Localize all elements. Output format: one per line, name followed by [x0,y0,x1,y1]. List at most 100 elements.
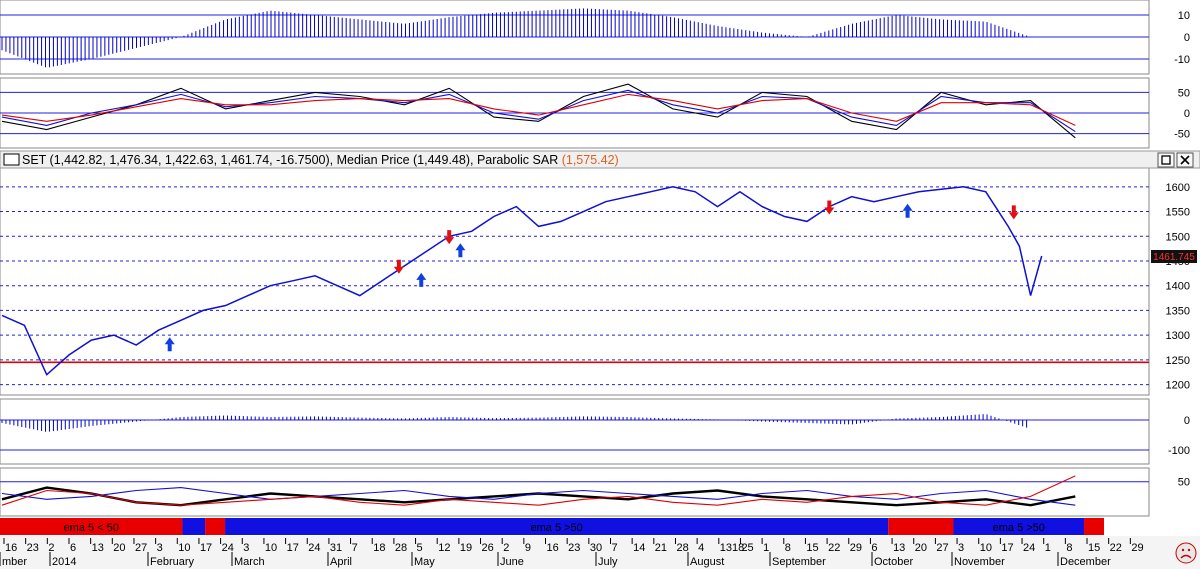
price-tick-label: 1350 [1166,305,1190,317]
macd-histogram-tick-label: 0 [1184,415,1190,427]
month-label: November [954,556,1005,568]
month-label: May [414,556,435,568]
price-tick-label: 1200 [1166,380,1190,392]
day-label: 6 [871,542,877,554]
ema-strip-segment [1084,518,1104,535]
tick-labels: 100-10500-501600155015001450140013501300… [1166,10,1190,489]
day-label: 23 [568,542,580,554]
day-label: 22 [1110,542,1122,554]
day-label: 3 [958,542,964,554]
day-label: 10 [265,542,277,554]
price-series-line [1,186,1043,376]
day-label: 7 [611,542,617,554]
ema-strip-segment [182,518,206,535]
day-label: 19 [460,542,472,554]
stochastic-tick-label: 0 [1184,108,1190,120]
day-label: 1318 [720,542,744,554]
day-label: 2 [503,542,509,554]
month-label: December [1060,556,1111,568]
month-label: June [500,556,524,568]
month-label: February [150,556,195,568]
price-tick-label: 1400 [1166,281,1190,293]
last-price-label: 1461.745 [1153,252,1195,263]
ema-strip-label: ema 5 >50 [993,522,1045,534]
day-label: 8 [785,542,791,554]
price-panel-frame [0,167,1150,396]
day-label: 12 [438,542,450,554]
price-tick-label: 1300 [1166,330,1190,342]
month-label: March [234,556,265,568]
day-label: 3 [243,542,249,554]
buy-arrow-icon [455,243,466,258]
sad-face-icon[interactable] [1175,542,1197,564]
day-label: 29 [1131,542,1143,554]
day-label: 17 [200,542,212,554]
day-label: 9 [525,542,531,554]
day-label: 18 [373,542,385,554]
sell-arrow-icon [824,200,835,215]
day-label: 7 [352,542,358,554]
restore-icon[interactable] [1157,152,1175,168]
sell-arrow-icon [393,259,404,274]
close-icon[interactable] [1176,152,1194,168]
day-label: 8 [1066,542,1072,554]
momentum-histogram-tick-label: -10 [1174,54,1190,66]
day-label: 10 [178,542,190,554]
window-icon [3,153,20,166]
day-label: 28 [676,542,688,554]
day-label: 31 [330,542,342,554]
day-label: 29 [850,542,862,554]
month-label: mber [2,556,27,568]
panel-frames [0,0,1150,517]
day-label: 1 [1045,542,1051,554]
dmi-adx-tick-label: 50 [1178,477,1190,489]
adx-panel-frame [0,467,1150,517]
price-tick-label: 1600 [1166,182,1190,194]
momentum-histogram-tick-label: 10 [1178,10,1190,22]
day-label: 13 [893,542,905,554]
day-label: 17 [287,542,299,554]
buy-arrow-icon [902,203,913,218]
ema-strip-label: ema 5 < 50 [64,522,119,534]
month-label: August [690,556,724,568]
day-label: 21 [655,542,667,554]
day-label: 3 [157,542,163,554]
day-label: 2 [48,542,54,554]
day-label: 24 [308,542,320,554]
price-tick-label: 1550 [1166,207,1190,219]
stochastic-series-line [1,93,1076,126]
day-label: 5 [417,542,423,554]
day-label: 16 [5,542,17,554]
ema-strip: ema 5 < 50 ema 5 >50 ema 5 >50 [0,518,1104,535]
day-label: 16 [547,542,559,554]
data-marks [0,8,1149,507]
day-label: 24 [222,542,234,554]
stochastic-series-line [1,83,1076,139]
day-label: 4 [698,542,704,554]
grid-lines [0,14,1149,483]
day-label: 22 [828,542,840,554]
stochastic-series-line [1,89,1076,133]
buy-arrow-icon [164,337,175,352]
dmi-adx-series-line [1,486,1076,507]
ema-strip-segment [953,518,1085,535]
day-label: 30 [590,542,602,554]
day-label: 6 [70,542,76,554]
stochastic-tick-label: -50 [1174,129,1190,141]
dmi-adx-series-line [1,475,1076,506]
stochastic-tick-label: 50 [1178,87,1190,99]
instrument-values: SET (1,442.82, 1,476.34, 1,422.63, 1,461… [22,153,562,167]
month-label: October [874,556,913,568]
sell-arrow-icon [444,230,455,245]
month-label: July [598,556,618,568]
day-label: 24 [1023,542,1035,554]
day-label: 15 [1088,542,1100,554]
ema-strip-segment [205,518,226,535]
sar-value: (1,575.42) [562,153,619,167]
ema-strip-segment [888,518,954,535]
month-label: September [772,556,826,568]
sell-arrow-icon [1008,205,1019,220]
day-label: 10 [980,542,992,554]
ema-strip-label: ema 5 >50 [531,522,583,534]
